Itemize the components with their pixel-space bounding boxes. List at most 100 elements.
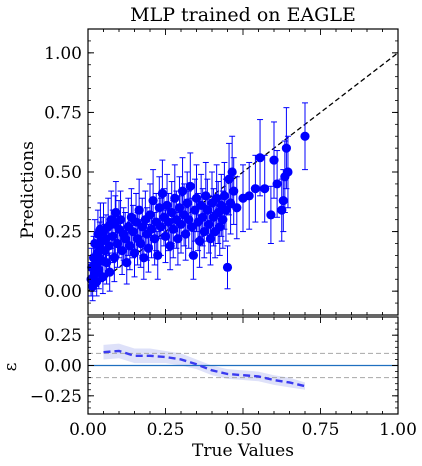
data-point [98,272,108,282]
x-tick-label: 1.00 [379,420,417,440]
y-tick-label-residual: −0.25 [30,387,82,407]
data-point [94,265,104,275]
data-point [255,153,265,163]
data-point [269,155,279,165]
y-tick-label-residual: 0.25 [44,326,82,346]
data-point [177,186,188,196]
data-point [222,262,233,272]
data-point [195,236,205,246]
x-axis-label: True Values [192,441,294,461]
data-point [109,253,119,263]
residual-line [103,349,306,388]
data-point [218,215,228,225]
data-point [115,215,126,225]
y-tick-label-residual: 0.00 [44,357,82,377]
data-point [128,226,138,237]
x-tick-label: 0.50 [224,420,262,440]
data-point [137,222,147,232]
data-point [170,193,180,203]
data-point [173,234,183,244]
data-point [232,203,242,213]
data-point [227,167,237,177]
data-point [260,184,270,194]
data-point [120,234,130,244]
data-point [181,229,191,239]
data-point [174,203,185,213]
main-plot-panel: 0.00 0.25 0.50 0.75 1.00 [44,28,399,316]
data-point [167,207,177,218]
data-point [112,238,123,249]
data-point [202,205,212,215]
data-point [244,191,254,201]
data-point [201,191,211,201]
data-point [213,207,223,218]
data-point [131,217,141,227]
data-point [176,219,186,230]
data-point [157,188,167,199]
data-point [125,241,135,251]
data-point [191,193,202,203]
data-point [219,191,229,201]
data-point [272,179,282,189]
data-point [160,231,171,241]
data-point [187,222,197,232]
data-point [143,243,154,253]
data-point [111,207,121,218]
data-point [105,267,115,277]
data-point [204,219,214,230]
x-tick-label: 0.75 [302,420,340,440]
data-point [136,238,146,249]
data-point [224,174,234,184]
data-point [162,200,172,210]
y-tick-label-main: 0.00 [44,282,82,302]
y-axis-label-main: Predictions [18,141,38,239]
data-point [266,210,276,220]
data-point [164,217,174,227]
x-tick-label: 0.00 [69,420,107,440]
data-point [190,205,200,215]
data-points [86,131,310,291]
data-point [185,181,195,191]
data-point [168,224,178,234]
data-point [103,222,113,232]
data-point [150,234,160,244]
data-point [156,222,166,232]
data-point [281,143,291,153]
data-point [277,205,287,215]
data-point [278,196,288,206]
data-point [199,226,209,237]
y-tick-label-main: 0.25 [44,223,82,243]
data-point [283,167,293,177]
chart-title: MLP trained on EAGLE [130,4,356,26]
data-point [104,241,114,251]
y-tick-label-main: 0.50 [44,163,82,183]
data-point [145,210,155,220]
y-tick-label-main: 0.75 [44,103,82,123]
data-point [139,253,149,263]
data-point [153,250,163,261]
data-point [148,196,158,206]
data-point [300,131,310,141]
data-point [117,246,127,256]
data-point [122,257,132,268]
data-point [205,234,216,244]
data-point [134,205,144,215]
data-point [102,257,112,268]
data-point [184,215,194,225]
y-axis-label-residual: ε [1,362,21,371]
data-point [108,231,118,241]
data-point [198,212,208,222]
y-tick-label-main: 1.00 [44,44,82,64]
data-point [129,248,140,258]
data-point [215,222,225,232]
data-point [154,203,164,213]
residual-plot-panel: −0.25 0.00 0.25 0.00 0.25 0.50 0.75 1.00 [30,316,417,440]
data-point [182,198,192,208]
data-point [165,241,175,251]
data-point [196,200,206,210]
x-tick-label: 0.25 [147,420,185,440]
data-point [146,224,157,234]
data-point [92,277,102,287]
